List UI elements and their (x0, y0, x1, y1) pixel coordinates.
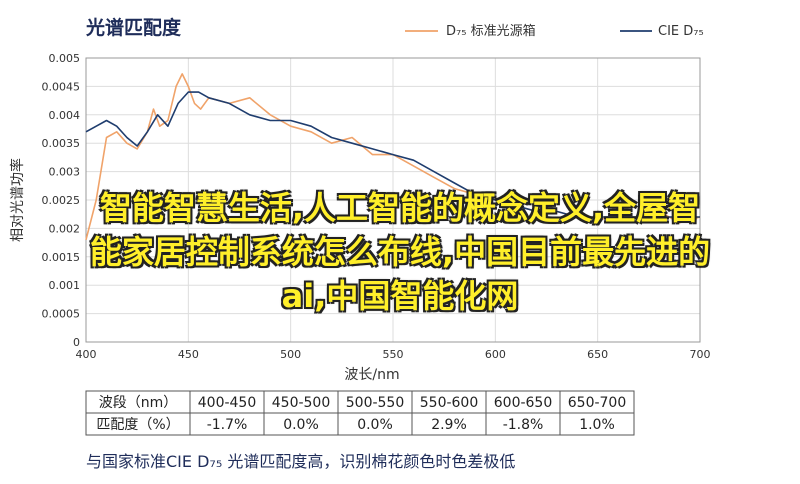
y-tick-label: 0 (73, 336, 80, 349)
table-cell: 400-450 (198, 395, 257, 411)
chart-title: 光谱匹配度 (85, 16, 182, 39)
table-cell: -1.7% (207, 417, 248, 433)
series-line-cie-d75 (85, 91, 700, 218)
table-cell: 550-600 (420, 395, 479, 411)
y-tick-label: 0.0005 (42, 308, 81, 321)
series (85, 73, 701, 240)
y-axis-ticks: 0 0.0005 0.001 0.0015 0.002 0.0025 0.003 0.0035… (42, 52, 81, 349)
legend-label-cie-d75: CIE D₇₅ (658, 24, 704, 39)
y-tick-label: 0.004 (49, 109, 81, 122)
caption: 与国家标准CIE D₇₅ 光谱匹配度高，识别棉花颜色时色差极低 (86, 452, 515, 471)
y-tick-label: 0.003 (49, 166, 81, 179)
y-tick-label: 0.001 (49, 279, 81, 292)
x-tick-label: 450 (178, 348, 199, 361)
table-cell: 0.0% (283, 417, 319, 433)
y-tick-label: 0.002 (49, 222, 81, 235)
table-cell: 600-650 (494, 395, 553, 411)
match-table: 波段（nm） 400-450 450-500 500-550 550-600 600-65… (85, 390, 635, 436)
x-tick-label: 400 (76, 348, 97, 361)
table-cell: 1.0% (579, 417, 615, 433)
y-tick-label: 0.0035 (42, 137, 81, 150)
y-tick-label: 0.0015 (42, 251, 81, 264)
table-cell: 650-700 (568, 395, 627, 411)
table-cell: 波段（nm） (99, 395, 178, 411)
grid (85, 57, 701, 343)
table-cell: 2.9% (431, 417, 467, 433)
table-cell: 0.0% (357, 417, 393, 433)
y-tick-label: 0.0025 (42, 194, 81, 207)
x-axis-ticks: 400 450 500 550 600 650 700 (76, 348, 711, 361)
y-axis-label: 相对光谱功率 (9, 158, 26, 242)
x-tick-label: 700 (690, 348, 711, 361)
table-cell: -1.8% (503, 417, 544, 433)
x-tick-label: 600 (485, 348, 506, 361)
x-axis-label: 波长/nm (344, 367, 399, 383)
x-tick-label: 550 (383, 348, 404, 361)
table-cell: 匹配度（%） (96, 417, 179, 433)
x-tick-label: 650 (587, 348, 608, 361)
table-cell: 450-500 (272, 395, 331, 411)
legend: D₇₅ 标准光源箱 CIE D₇₅ (405, 23, 704, 39)
y-tick-label: 0.005 (49, 52, 81, 65)
y-tick-label: 0.0045 (42, 80, 81, 93)
legend-label-d75-box: D₇₅ 标准光源箱 (446, 23, 536, 39)
plot-frame (85, 57, 701, 343)
x-tick-label: 500 (280, 348, 301, 361)
table-cell: 500-550 (346, 395, 405, 411)
